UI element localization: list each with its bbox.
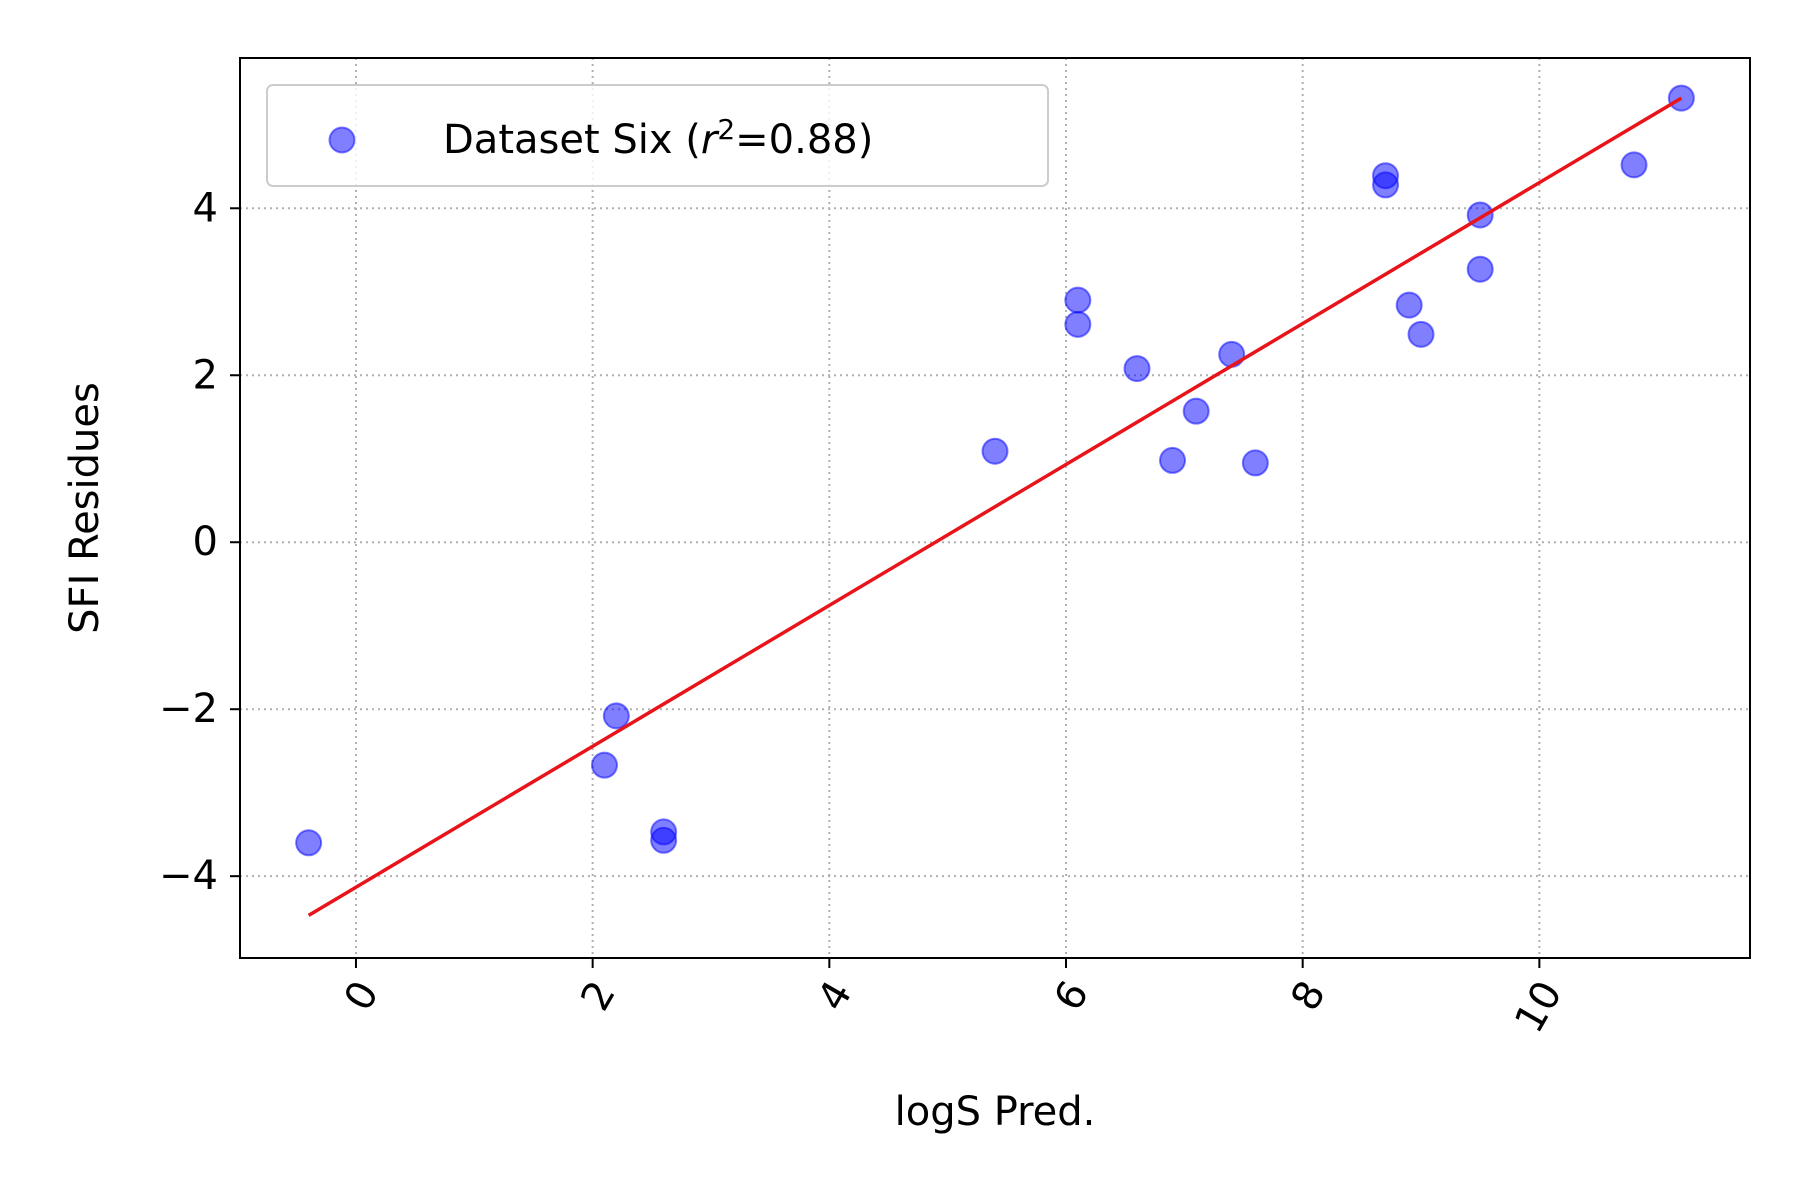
points-layer: [295, 84, 1695, 857]
data-point: [295, 829, 323, 857]
x-tick-label: 10: [1506, 974, 1571, 1041]
legend: Dataset Six (r2=0.88): [266, 84, 1049, 187]
x-tick-label: 8: [1282, 974, 1335, 1019]
data-point: [1241, 449, 1269, 477]
data-point: [1395, 291, 1423, 319]
y-axis-ticks: −4 −2 0 2 4: [159, 185, 240, 899]
x-tick-label: 6: [1046, 974, 1099, 1019]
data-point: [1372, 171, 1400, 199]
data-point: [1407, 320, 1435, 348]
y-tick-label: 0: [193, 519, 218, 565]
y-tick-label: 2: [193, 352, 218, 398]
grid: [240, 58, 1750, 958]
fit-line-layer: [307, 96, 1683, 917]
legend-series-name: Dataset Six: [443, 117, 673, 163]
y-axis-label: SFI Residues: [62, 382, 108, 634]
data-point: [1620, 151, 1648, 179]
fit-line: [307, 96, 1683, 917]
x-axis-label: logS Pred.: [895, 1089, 1096, 1135]
legend-box: [266, 84, 1049, 187]
data-point: [1064, 310, 1092, 338]
legend-stat: =0.88): [735, 117, 873, 163]
legend-label: Dataset Six (r2=0.88): [443, 113, 873, 163]
data-point: [590, 751, 618, 779]
x-tick-label: 4: [809, 974, 862, 1019]
legend-superscript: 2: [717, 113, 735, 146]
data-point: [650, 826, 678, 854]
y-tick-label: 4: [193, 185, 218, 231]
data-point: [1182, 397, 1210, 425]
data-point: [981, 437, 1009, 465]
data-point: [1218, 340, 1246, 368]
x-tick-label: 2: [572, 974, 625, 1019]
legend-r-symbol: r: [701, 117, 720, 163]
data-point: [1159, 446, 1187, 474]
data-point: [602, 702, 630, 730]
legend-marker: [328, 126, 356, 154]
x-axis-ticks: 0 2 4 6 8 10: [336, 958, 1572, 1041]
data-point: [1064, 286, 1092, 314]
plot-frame: [239, 57, 1751, 959]
y-tick-label: −2: [159, 686, 218, 732]
data-point: [1123, 355, 1151, 383]
y-tick-label: −4: [159, 853, 218, 899]
x-tick-label: 0: [336, 974, 389, 1019]
legend-paren: (: [673, 117, 701, 163]
data-point: [1466, 255, 1494, 283]
